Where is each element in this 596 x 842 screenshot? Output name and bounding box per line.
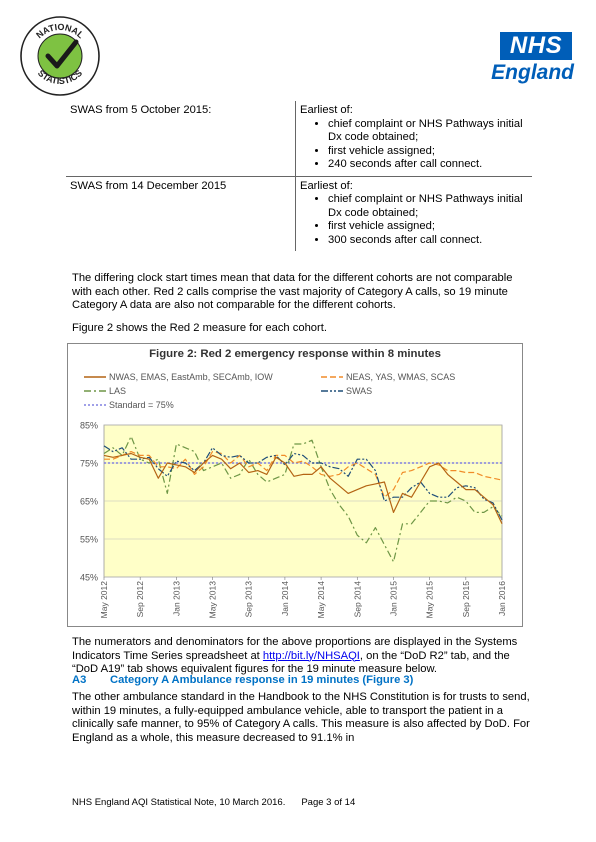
- x-tick-label: May 2013: [208, 581, 218, 619]
- x-tick-label: Sep 2013: [244, 581, 254, 618]
- series-line-swas: [103, 445, 503, 521]
- y-tick-label: 45%: [80, 573, 98, 583]
- table-row: SWAS from 5 October 2015: Earliest of: c…: [66, 101, 532, 177]
- nhsaqi-link[interactable]: http://bit.ly/NHSAQI: [262, 649, 360, 662]
- section-number: A3: [72, 674, 87, 686]
- legend-label: LAS: [109, 386, 127, 396]
- x-tick-label: Sep 2014: [352, 581, 362, 618]
- y-tick-label: 85%: [80, 421, 98, 431]
- clock-start-list: chief complaint or NHS Pathways initial …: [300, 118, 528, 172]
- chart-title: Figure 2: Red 2 emergency response withi…: [149, 348, 441, 360]
- x-tick-label: May 2015: [425, 581, 435, 619]
- x-tick-label: Sep 2012: [135, 581, 145, 618]
- figure-2-chart: Figure 2: Red 2 emergency response withi…: [67, 343, 523, 627]
- clock-start-cell: Earliest of: chief complaint or NHS Path…: [295, 101, 532, 177]
- list-item: first vehicle assigned;: [328, 145, 528, 159]
- legend-label: NEAS, YAS, WMAS, SCAS: [346, 372, 456, 382]
- section-title: Category A Ambulance response in 19 minu…: [110, 674, 414, 686]
- x-tick-label: Jan 2013: [171, 581, 181, 616]
- x-tick-label: Jan 2015: [388, 581, 398, 616]
- cohort-clock-start-table: SWAS from 5 October 2015: Earliest of: c…: [66, 101, 532, 251]
- clock-start-intro: Earliest of:: [300, 104, 353, 116]
- paragraph-a19: The other ambulance standard in the Hand…: [72, 691, 530, 744]
- legend-label: SWAS: [346, 386, 373, 396]
- footer-note: NHS England AQI Statistical Note, 10 Mar…: [72, 797, 286, 808]
- paragraph-text: The numerators and denominators for the …: [72, 636, 518, 662]
- chart-legend: NWAS, EMAS, EastAmb, SECAmb, IOW NEAS, Y…: [84, 368, 511, 423]
- cohort-cell: SWAS from 14 December 2015: [70, 179, 227, 192]
- clock-start-cell: Earliest of: chief complaint or NHS Path…: [295, 176, 532, 251]
- paragraph-numerators: The numerators and denominators for the …: [72, 636, 532, 677]
- x-tick-label: Jan 2014: [280, 581, 290, 616]
- list-item: chief complaint or NHS Pathways initial …: [328, 118, 528, 145]
- x-tick-label: Sep 2015: [461, 581, 471, 618]
- x-tick-label: May 2012: [99, 581, 109, 619]
- cohort-cell: SWAS from 5 October 2015:: [66, 101, 296, 177]
- list-item: first vehicle assigned;: [328, 220, 528, 234]
- list-item: 300 seconds after call connect.: [328, 234, 528, 248]
- y-tick-label: 65%: [80, 497, 98, 507]
- x-tick-label: May 2014: [316, 581, 326, 619]
- nhs-logo-region: England: [491, 61, 574, 84]
- x-tick-label: Jan 2016: [497, 581, 507, 616]
- list-item: 240 seconds after call connect.: [328, 158, 528, 172]
- national-statistics-logo: NATIONAL STATISTICS: [18, 14, 102, 98]
- list-item: chief complaint or NHS Pathways initial …: [328, 193, 528, 220]
- nhs-england-logo: NHS England: [478, 32, 574, 92]
- clock-start-intro: Earliest of:: [300, 179, 353, 192]
- paragraph-comparability: The differing clock start times mean tha…: [72, 272, 513, 312]
- page-footer: NHS England AQI Statistical Note, 10 Mar…: [72, 797, 355, 808]
- nhs-logo-box: NHS: [500, 32, 572, 60]
- y-tick-label: 75%: [80, 459, 98, 469]
- series-line-las: [103, 435, 503, 563]
- legend-label: Standard = 75%: [109, 400, 174, 410]
- page-number: Page 3 of 14: [301, 797, 356, 808]
- paragraph-text: , on the “DoD R2” tab, and the “DoD A19”…: [72, 649, 510, 676]
- paragraph-figure-intro: Figure 2 shows the Red 2 measure for eac…: [72, 322, 327, 334]
- svg-text:STATISTICS: STATISTICS: [36, 68, 84, 86]
- table-row: SWAS from 14 December 2015 Earliest of: …: [66, 176, 532, 251]
- y-tick-label: 55%: [80, 535, 98, 545]
- clock-start-list: chief complaint or NHS Pathways initial …: [300, 193, 528, 247]
- series-line-nwas-emas-eastamb-secamb-iow: [103, 452, 503, 525]
- section-heading-a3: A3 Category A Ambulance response in 19 mi…: [72, 674, 413, 686]
- legend-label: NWAS, EMAS, EastAmb, SECAmb, IOW: [109, 372, 273, 382]
- chart-plot: 45% 55% 65% 75% 85% May 2012 Sep 2012 Jan 2013 M…: [80, 421, 507, 619]
